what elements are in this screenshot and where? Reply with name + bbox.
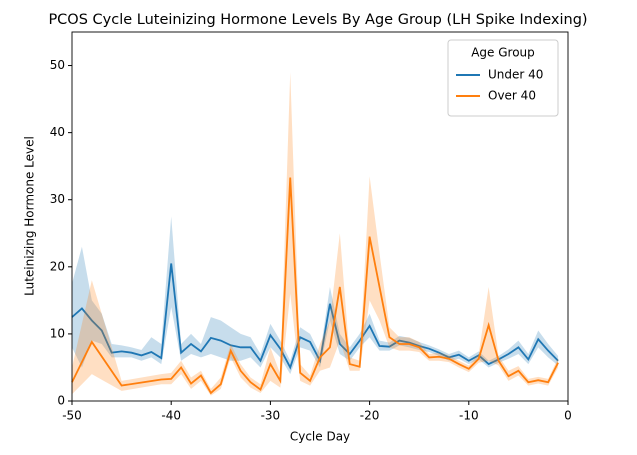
confidence-band bbox=[72, 216, 559, 375]
x-axis-label: Cycle Day bbox=[290, 430, 350, 444]
y-axis-label: Luteinizing Hormone Level bbox=[23, 136, 37, 296]
y-tick-label: 50 bbox=[50, 58, 65, 72]
y-tick-label: 10 bbox=[50, 326, 65, 340]
x-tick-label: -30 bbox=[261, 409, 281, 423]
y-tick-label: 30 bbox=[50, 192, 65, 206]
series-line bbox=[71, 177, 559, 395]
y-tick-label: 0 bbox=[57, 394, 65, 408]
legend-title: Age Group bbox=[471, 46, 535, 60]
chart-title: PCOS Cycle Luteinizing Hormone Levels By… bbox=[48, 12, 587, 28]
x-tick-label: -20 bbox=[360, 409, 380, 423]
y-tick-label: 20 bbox=[50, 259, 65, 273]
x-tick-label: -50 bbox=[62, 409, 82, 423]
series-line bbox=[71, 263, 559, 370]
plot-frame bbox=[71, 31, 569, 402]
x-tick-label: -40 bbox=[161, 409, 181, 423]
legend-label: Under 40 bbox=[488, 68, 543, 82]
legend-label: Over 40 bbox=[488, 89, 536, 103]
y-tick-label: 40 bbox=[50, 125, 65, 139]
x-tick-label: -10 bbox=[459, 409, 479, 423]
x-tick-label: 0 bbox=[564, 409, 572, 423]
